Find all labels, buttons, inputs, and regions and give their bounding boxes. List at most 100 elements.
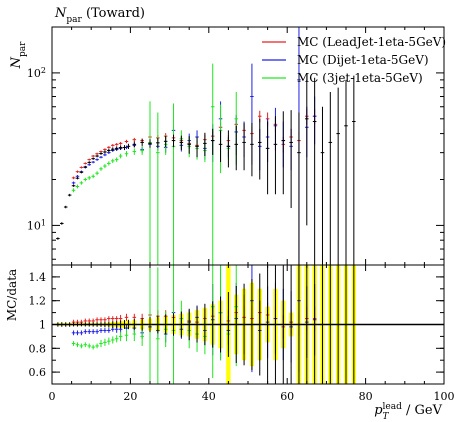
data-point xyxy=(122,145,127,151)
data-point xyxy=(156,138,160,148)
data-point xyxy=(242,122,246,171)
data-point xyxy=(305,79,309,226)
data-ratio-point xyxy=(126,319,131,330)
data-ratio-point xyxy=(234,286,239,363)
data-ratio-point xyxy=(344,265,348,384)
mc-leadjet-point xyxy=(91,155,95,158)
data-ratio-point xyxy=(187,308,191,341)
mc-leadjet-ratio-point xyxy=(107,316,111,321)
mc-dijet-point xyxy=(87,163,92,166)
data-point xyxy=(226,130,231,168)
data-point xyxy=(234,125,239,171)
mc-leadjet-ratio-point xyxy=(124,313,129,321)
mc-3jet-ratio-point xyxy=(95,343,99,349)
mc-dijet-point xyxy=(99,156,103,159)
mc-leadjet-point xyxy=(95,152,99,155)
data-point xyxy=(179,135,184,151)
x-tick-label: 20 xyxy=(123,390,137,403)
mc-leadjet-point xyxy=(114,143,119,146)
data-ratio-point xyxy=(132,319,137,330)
mc-leadjet-point xyxy=(118,141,123,145)
data-point xyxy=(257,118,262,180)
data-ratio-point xyxy=(110,321,115,328)
mc-leadjet-ratio-point xyxy=(110,316,115,321)
mc-dijet-ratio-point xyxy=(83,329,88,335)
mc-3jet-ratio-point xyxy=(83,342,88,348)
data-ratio-point xyxy=(83,322,88,327)
data-point xyxy=(250,122,254,177)
data-point xyxy=(75,177,80,180)
y-tick-label: 101 xyxy=(27,218,46,233)
mc-leadjet-point xyxy=(107,146,111,149)
mc-3jet-ratio-point xyxy=(91,344,95,350)
data-ratio-point xyxy=(203,303,207,346)
data-ratio-point xyxy=(289,265,293,384)
mc-3jet-ratio-point xyxy=(99,339,103,348)
data-point xyxy=(297,112,301,265)
mc-dijet-point xyxy=(71,181,76,185)
data-ratio-point xyxy=(156,315,160,334)
data-ratio-point xyxy=(99,322,103,327)
mc-3jet-ratio-point xyxy=(107,337,111,345)
data-point xyxy=(110,147,115,152)
mc-leadjet-point xyxy=(83,162,88,165)
data-point xyxy=(140,139,144,146)
main-y-axis-label: Npar xyxy=(9,41,28,70)
mc-3jet-ratio-point xyxy=(114,335,119,343)
data-point xyxy=(126,143,131,149)
data-ratio-point xyxy=(195,306,199,343)
mc-3jet-point xyxy=(156,112,160,265)
mc-leadjet-point xyxy=(87,158,92,161)
data-ratio-point xyxy=(60,322,64,327)
data-ratio-point xyxy=(297,265,301,384)
data-ratio-point xyxy=(171,313,176,336)
mc-3jet-ratio-point xyxy=(87,343,92,349)
mc-3jet-ratio-point xyxy=(110,336,115,344)
data-point xyxy=(103,150,107,154)
data-point xyxy=(60,222,64,225)
mc-3jet-point xyxy=(71,188,76,193)
mc-dijet-ratio-point xyxy=(75,330,80,336)
data-point xyxy=(344,79,348,265)
y-tick-label: 102 xyxy=(27,65,46,80)
mc-3jet-ratio-point xyxy=(156,267,160,384)
data-ratio-point xyxy=(163,314,168,335)
ratio-y-axis-label: MC/data xyxy=(5,269,19,321)
data-ratio-point xyxy=(79,322,84,327)
data-ratio-point xyxy=(118,320,123,329)
ratio-y-tick-label: 1 xyxy=(39,319,46,332)
mc-leadjet-point xyxy=(124,139,129,144)
data-point xyxy=(312,77,317,265)
data-ratio-point xyxy=(257,273,262,376)
data-point xyxy=(83,165,88,168)
x-tick-label: 60 xyxy=(280,390,294,403)
data-ratio-point xyxy=(210,301,215,348)
ratio-plot-area xyxy=(52,265,444,384)
mc-3jet-point xyxy=(83,177,88,182)
mc-3jet-ratio-point xyxy=(103,338,107,346)
data-point xyxy=(67,193,72,197)
mc-3jet-point xyxy=(114,157,119,162)
mc-dijet-ratio-point xyxy=(87,329,92,335)
data-point xyxy=(79,171,84,174)
mc-3jet-point xyxy=(87,175,92,180)
data-point xyxy=(63,205,68,209)
data-point xyxy=(352,75,356,265)
data-ratio-point xyxy=(328,265,333,384)
x-tick-label: 40 xyxy=(202,390,216,403)
x-tick-label: 80 xyxy=(359,390,373,403)
mc-leadjet-point xyxy=(71,176,76,180)
data-ratio-point xyxy=(71,322,76,327)
data-point xyxy=(118,145,123,150)
mc-dijet-ratio-point xyxy=(91,329,95,335)
mc-dijet-ratio-point xyxy=(103,328,107,333)
ratio-y-tick-label: 1.4 xyxy=(29,271,47,284)
data-ratio-point xyxy=(91,322,95,327)
data-point xyxy=(114,146,119,151)
data-ratio-point xyxy=(273,265,278,384)
data-ratio-point xyxy=(87,322,92,327)
data-point xyxy=(163,135,168,148)
data-ratio-point xyxy=(122,320,127,329)
data-point xyxy=(273,116,278,195)
